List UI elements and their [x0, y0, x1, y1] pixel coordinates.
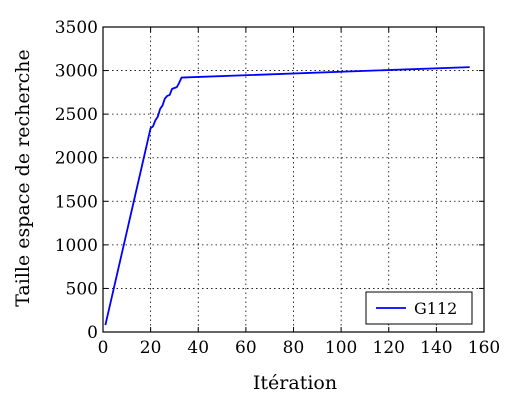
- ticks: 0 20 40 60 80 100 120 140 160 0 500 1000 1500 2000 250…: [55, 18, 500, 358]
- y-tick-label-3: 1500: [55, 192, 98, 212]
- series-line-g112: [104, 66, 470, 326]
- legend: G112: [365, 291, 473, 325]
- x-tick-label-8: 160: [468, 338, 500, 358]
- series-layer: [104, 66, 470, 326]
- y-tick-label-7: 3500: [55, 18, 98, 38]
- y-axis-label: Taille espace de recherche: [12, 49, 34, 307]
- y-tick-label-2: 1000: [55, 236, 98, 256]
- x-tick-label-2: 40: [187, 338, 209, 358]
- y-tick-label-1: 500: [66, 279, 98, 299]
- y-tick-label-4: 2000: [55, 149, 98, 169]
- x-tick-label-4: 80: [283, 338, 305, 358]
- y-tick-label-5: 2500: [55, 105, 98, 125]
- x-tick-label-0: 0: [98, 338, 109, 358]
- x-tick-label-6: 120: [373, 338, 405, 358]
- legend-label-g112: G112: [414, 299, 457, 318]
- x-tick-label-3: 60: [235, 338, 257, 358]
- x-axis-label: Itération: [253, 372, 337, 394]
- x-tick-label-5: 100: [325, 338, 357, 358]
- x-tick-label-7: 140: [420, 338, 452, 358]
- grid-lines: [103, 27, 484, 332]
- y-tick-label-6: 3000: [55, 62, 98, 82]
- y-tick-label-0: 0: [87, 323, 98, 343]
- x-tick-label-1: 20: [140, 338, 162, 358]
